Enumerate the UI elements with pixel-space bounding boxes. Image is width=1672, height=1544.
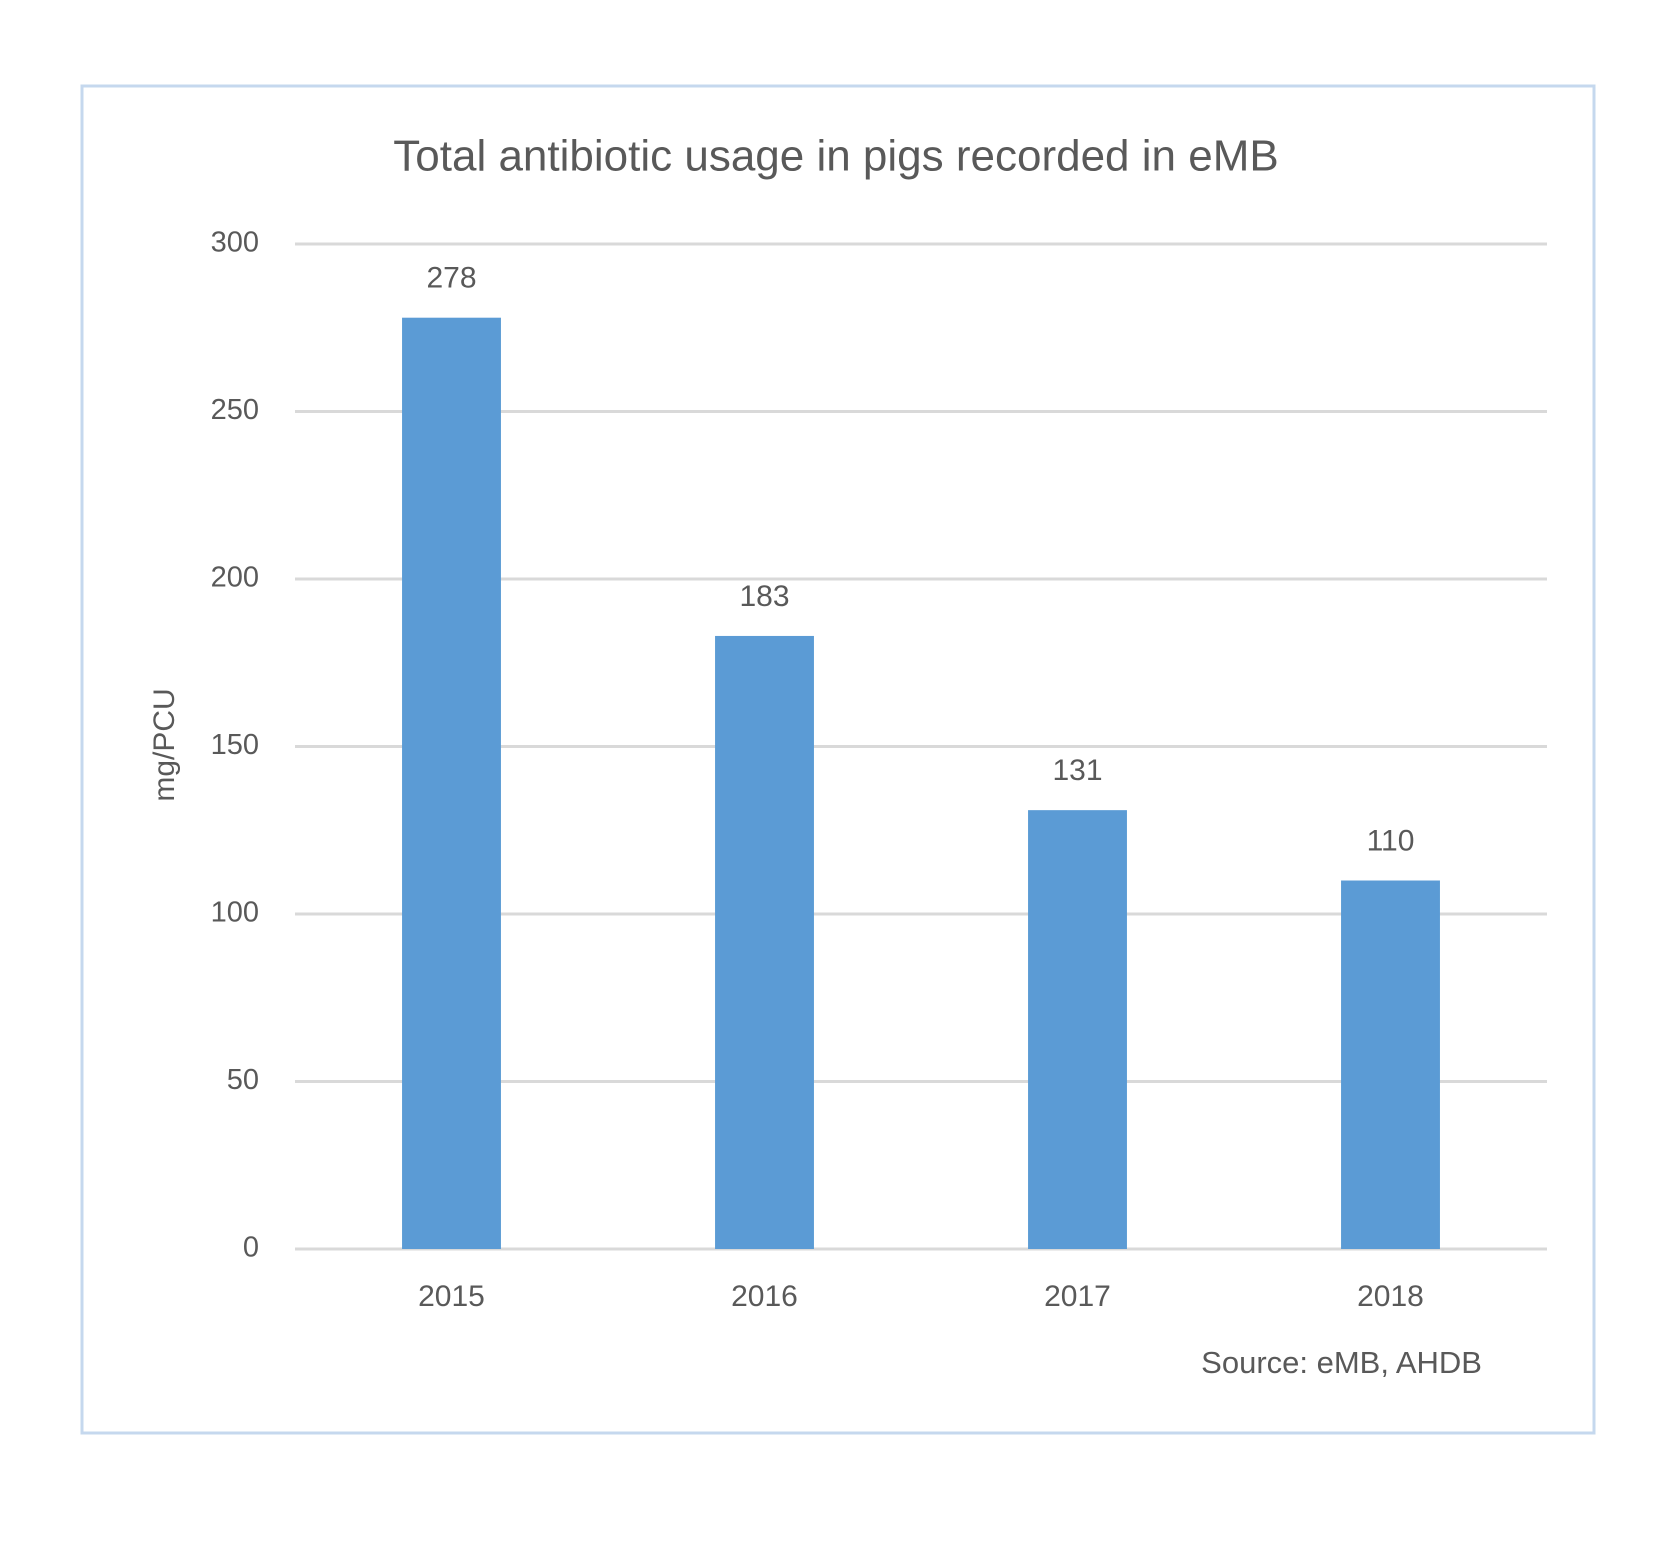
- bar: [1028, 810, 1127, 1249]
- data-label: 278: [426, 262, 476, 295]
- y-tick-label: 300: [211, 227, 259, 259]
- bar: [715, 635, 814, 1249]
- chart-title: Total antibiotic usage in pigs recorded …: [393, 132, 1278, 181]
- data-label: 110: [1367, 824, 1415, 857]
- bar: [402, 317, 501, 1249]
- data-label: 183: [739, 580, 789, 613]
- x-tick-label: 2016: [731, 1280, 798, 1313]
- x-tick-label: 2018: [1357, 1280, 1424, 1313]
- y-tick-label: 50: [227, 1064, 259, 1096]
- bar: [1341, 880, 1440, 1249]
- y-tick-label: 200: [211, 562, 259, 594]
- y-tick-label: 0: [243, 1232, 259, 1264]
- y-tick-label: 150: [211, 729, 259, 761]
- y-tick-label: 250: [211, 394, 259, 426]
- x-tick-label: 2017: [1044, 1280, 1111, 1313]
- y-axis-label: mg/PCU: [148, 688, 181, 801]
- source-note: Source: eMB, AHDB: [1201, 1345, 1482, 1380]
- x-tick-label: 2015: [418, 1280, 485, 1313]
- data-label: 131: [1052, 754, 1102, 787]
- y-tick-label: 100: [211, 897, 259, 929]
